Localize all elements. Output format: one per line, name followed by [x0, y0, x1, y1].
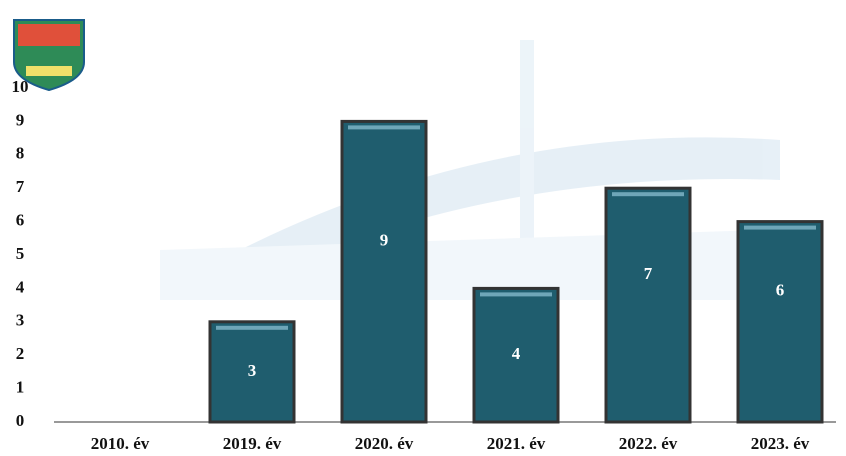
y-tick-label: 6: [16, 211, 25, 230]
bar-highlight: [744, 225, 816, 230]
y-tick-label: 9: [16, 110, 25, 129]
x-tick-label: 2021. év: [487, 434, 546, 453]
x-tick-label: 2010. év: [91, 434, 150, 453]
value-label: 4: [512, 344, 521, 363]
bar: [340, 119, 428, 424]
y-tick-label: 10: [12, 77, 29, 96]
value-label: 9: [380, 231, 389, 250]
bar-highlight: [348, 125, 420, 130]
y-tick-label: 7: [16, 177, 25, 196]
x-tick-label: 2023. év: [751, 434, 810, 453]
bar: [604, 186, 692, 424]
y-tick-label: 1: [16, 378, 25, 397]
x-tick-label: 2020. év: [355, 434, 414, 453]
y-tick-label: 4: [16, 277, 25, 296]
bar-highlight: [216, 325, 288, 330]
bar: [208, 320, 296, 424]
value-label: 6: [776, 281, 785, 300]
x-tick-label: 2022. év: [619, 434, 678, 453]
y-tick-label: 0: [16, 411, 25, 430]
bar: [472, 286, 560, 424]
y-tick-label: 5: [16, 244, 25, 263]
y-tick-label: 8: [16, 144, 25, 163]
logo: [13, 19, 85, 92]
value-label: 3: [248, 361, 257, 380]
bar-highlight: [612, 192, 684, 197]
y-tick-label: 3: [16, 311, 25, 330]
bar: [736, 220, 824, 424]
bar-highlight: [480, 292, 552, 297]
y-tick-label: 2: [16, 344, 25, 363]
x-tick-label: 2019. év: [223, 434, 282, 453]
value-label: 7: [644, 264, 653, 283]
